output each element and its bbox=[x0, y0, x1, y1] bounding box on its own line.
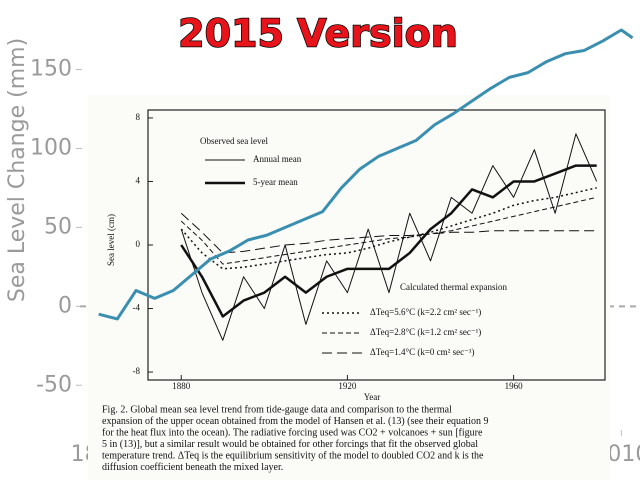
legend-label: ΔTeq=2.8°C (k=1.2 cm² sec⁻¹) bbox=[370, 327, 481, 337]
series-group bbox=[98, 28, 634, 321]
y-tick-label: 0 bbox=[58, 293, 72, 318]
legend-heading: Observed sea level bbox=[200, 136, 268, 146]
data-line bbox=[180, 187, 597, 270]
y-axis-label: Sea level (cm) bbox=[106, 214, 116, 266]
caption-line: diffusion coefficient beneath the mixed … bbox=[102, 462, 283, 473]
x-tick-label: 1880 bbox=[172, 381, 191, 391]
data-line bbox=[98, 28, 634, 321]
caption-line: for the heat flux into the ocean). The r… bbox=[102, 427, 483, 438]
y-tick-label: 8 bbox=[136, 112, 141, 122]
y-axis-label: Sea Level Change (mm) bbox=[5, 38, 30, 302]
x-axis-label: Year bbox=[364, 392, 381, 402]
data-line bbox=[180, 133, 598, 341]
series-group bbox=[180, 133, 598, 341]
caption-line: temperature trend. ΔTeq is the equilibri… bbox=[102, 450, 484, 461]
y-tick-label: -4 bbox=[133, 303, 141, 313]
chart-title: 2015 Version bbox=[178, 12, 458, 56]
legend-label: ΔTeq=5.6°C (k=2.2 cm² sec⁻¹) bbox=[370, 307, 481, 317]
y-tick-label: -8 bbox=[133, 366, 141, 376]
legend-label: 5-year mean bbox=[253, 177, 298, 187]
x-tick-label: 1960 bbox=[505, 381, 524, 391]
data-line bbox=[180, 164, 597, 318]
data-line bbox=[180, 212, 597, 254]
y-tick-label: 50 bbox=[44, 214, 72, 239]
y-tick-label: 100 bbox=[30, 135, 72, 160]
legend-label: Annual mean bbox=[253, 154, 302, 164]
y-tick-label: 150 bbox=[30, 56, 72, 81]
x-tick-label: 1920 bbox=[338, 381, 357, 391]
caption-line: 5 in (13)], but a similar result would b… bbox=[102, 439, 478, 450]
legend-label: ΔTeq=1.4°C (k=0 cm² sec⁻¹) bbox=[370, 347, 475, 357]
data-line bbox=[180, 196, 597, 265]
y-tick-label: 4 bbox=[136, 176, 141, 186]
caption-line: expansion of the upper ocean obtained fr… bbox=[102, 416, 489, 427]
caption-line: Fig. 2. Global mean sea level trend from… bbox=[102, 404, 452, 415]
legend-heading: Calculated thermal expansion bbox=[400, 282, 507, 292]
y-tick-label: -50 bbox=[36, 372, 72, 397]
y-tick-label: 0 bbox=[136, 239, 141, 249]
